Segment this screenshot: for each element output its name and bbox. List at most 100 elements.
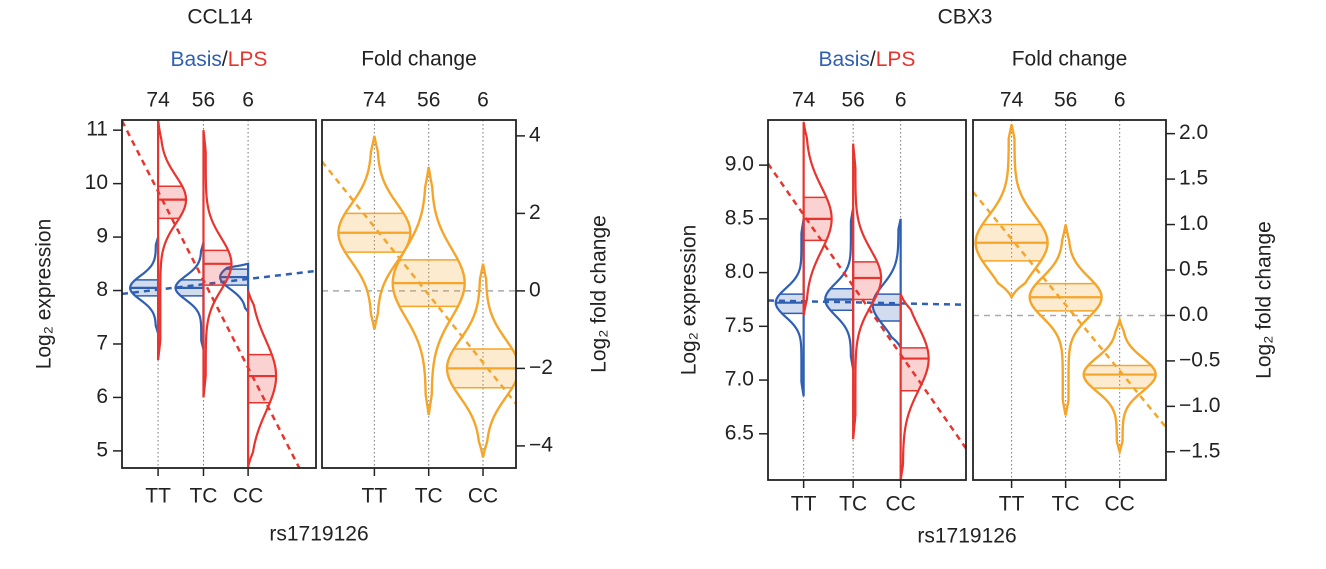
iqr-fill <box>1083 365 1156 389</box>
panel-title: Fold change <box>361 48 477 71</box>
chart-title: CBX3 <box>938 6 993 29</box>
fold-change-panel <box>322 135 516 458</box>
count-label: 6 <box>477 89 489 112</box>
count-label: 6 <box>895 89 907 112</box>
x-tick-label: TT <box>791 493 817 516</box>
legend-entry: Basis <box>819 48 870 71</box>
x-tick-label: CC <box>1105 493 1135 516</box>
violin <box>202 130 233 398</box>
violin <box>174 242 205 350</box>
legend: Basis/LPS <box>819 48 916 71</box>
y-tick-label: 8 <box>96 278 108 301</box>
trend-line <box>973 191 1166 429</box>
x-tick-label: TT <box>145 485 171 508</box>
iqr-fill <box>872 294 901 321</box>
y-tick-label: 9.0 <box>725 153 754 176</box>
fold-change-panel <box>973 124 1166 457</box>
chart-title: CCL14 <box>187 6 253 29</box>
y2-tick-label: 1.0 <box>1179 212 1208 235</box>
legend-separator: / <box>870 48 876 71</box>
x-tick-label: CC <box>885 493 915 516</box>
y2-tick-label: 2 <box>529 201 541 224</box>
violin <box>391 166 466 416</box>
y2-axis-label: Log₂ fold change <box>588 215 611 373</box>
violin <box>974 124 1049 300</box>
trend-line <box>768 299 966 307</box>
iqr-fill <box>158 186 187 219</box>
y-tick-label: 9 <box>96 225 108 248</box>
y-tick-label: 7.0 <box>725 368 754 391</box>
y2-tick-label: 1.5 <box>1179 167 1208 190</box>
count-label: 74 <box>792 89 816 112</box>
y2-tick-label: −2 <box>529 356 553 379</box>
x-tick-label: TC <box>1052 493 1080 516</box>
iqr-fill <box>203 250 232 286</box>
count-label: 56 <box>417 89 440 112</box>
y2-tick-label: −1.0 <box>1179 394 1220 417</box>
y2-tick-label: 2.0 <box>1179 121 1208 144</box>
x-tick-label: TC <box>415 485 443 508</box>
violin <box>871 218 902 349</box>
x-tick-label: TC <box>839 493 867 516</box>
y-tick-label: 6 <box>96 385 108 408</box>
x-axis-label: rs1719126 <box>917 525 1016 548</box>
violin <box>1028 224 1103 416</box>
trend-line <box>122 120 301 468</box>
legend-entry: LPS <box>876 48 916 71</box>
x-tick-label: TT <box>362 485 388 508</box>
y-tick-label: 5 <box>96 438 108 461</box>
y-tick-label: 11 <box>86 118 108 141</box>
panel-frame <box>972 119 1167 481</box>
x-tick-label: TC <box>189 485 217 508</box>
count-label: 74 <box>363 89 387 112</box>
trend-line <box>322 160 516 405</box>
y2-tick-label: 0.5 <box>1179 258 1208 281</box>
panel-title: Fold change <box>1012 48 1128 71</box>
count-label: 56 <box>841 89 864 112</box>
y2-tick-label: −4 <box>529 433 553 456</box>
iqr-fill <box>248 354 277 403</box>
x-tick-label: CC <box>233 485 263 508</box>
y-axis-label: Log₂ expression <box>33 219 56 370</box>
violin <box>219 262 250 316</box>
panel-frame <box>321 119 517 469</box>
y2-tick-label: 4 <box>529 123 541 146</box>
trend-line <box>768 162 966 450</box>
violin <box>247 290 278 468</box>
y-tick-label: 8.0 <box>725 260 754 283</box>
count-label: 6 <box>242 89 254 112</box>
violin <box>824 207 855 370</box>
panel-frame <box>121 119 317 469</box>
count-label: 56 <box>1054 89 1077 112</box>
count-label: 74 <box>1000 89 1024 112</box>
count-label: 56 <box>192 89 215 112</box>
y-axis-label: Log₂ expression <box>678 225 701 376</box>
legend-separator: / <box>222 48 228 71</box>
y2-tick-label: −0.5 <box>1179 348 1220 371</box>
expression-panel <box>768 121 966 480</box>
violin <box>337 135 412 330</box>
panel-frame <box>767 119 967 481</box>
y-tick-label: 7.5 <box>725 314 754 337</box>
expression-panel <box>122 120 316 468</box>
iqr-fill <box>900 347 929 391</box>
violin <box>156 120 188 361</box>
violin <box>802 121 833 316</box>
y-tick-label: 8.5 <box>725 206 754 229</box>
y2-axis-label: Log₂ fold change <box>1253 221 1276 379</box>
y2-tick-label: 0.0 <box>1179 303 1208 326</box>
x-tick-label: CC <box>468 485 498 508</box>
x-tick-label: TT <box>999 493 1025 516</box>
y-tick-label: 7 <box>96 332 108 355</box>
iqr-fill <box>853 261 882 300</box>
y-tick-label: 10 <box>85 171 108 194</box>
legend-entry: LPS <box>228 48 268 71</box>
count-label: 6 <box>1114 89 1126 112</box>
violin <box>852 143 883 440</box>
violin <box>774 218 805 397</box>
legend: Basis/LPS <box>171 48 268 71</box>
violin <box>1082 315 1157 457</box>
y2-tick-label: −1.5 <box>1179 439 1220 462</box>
